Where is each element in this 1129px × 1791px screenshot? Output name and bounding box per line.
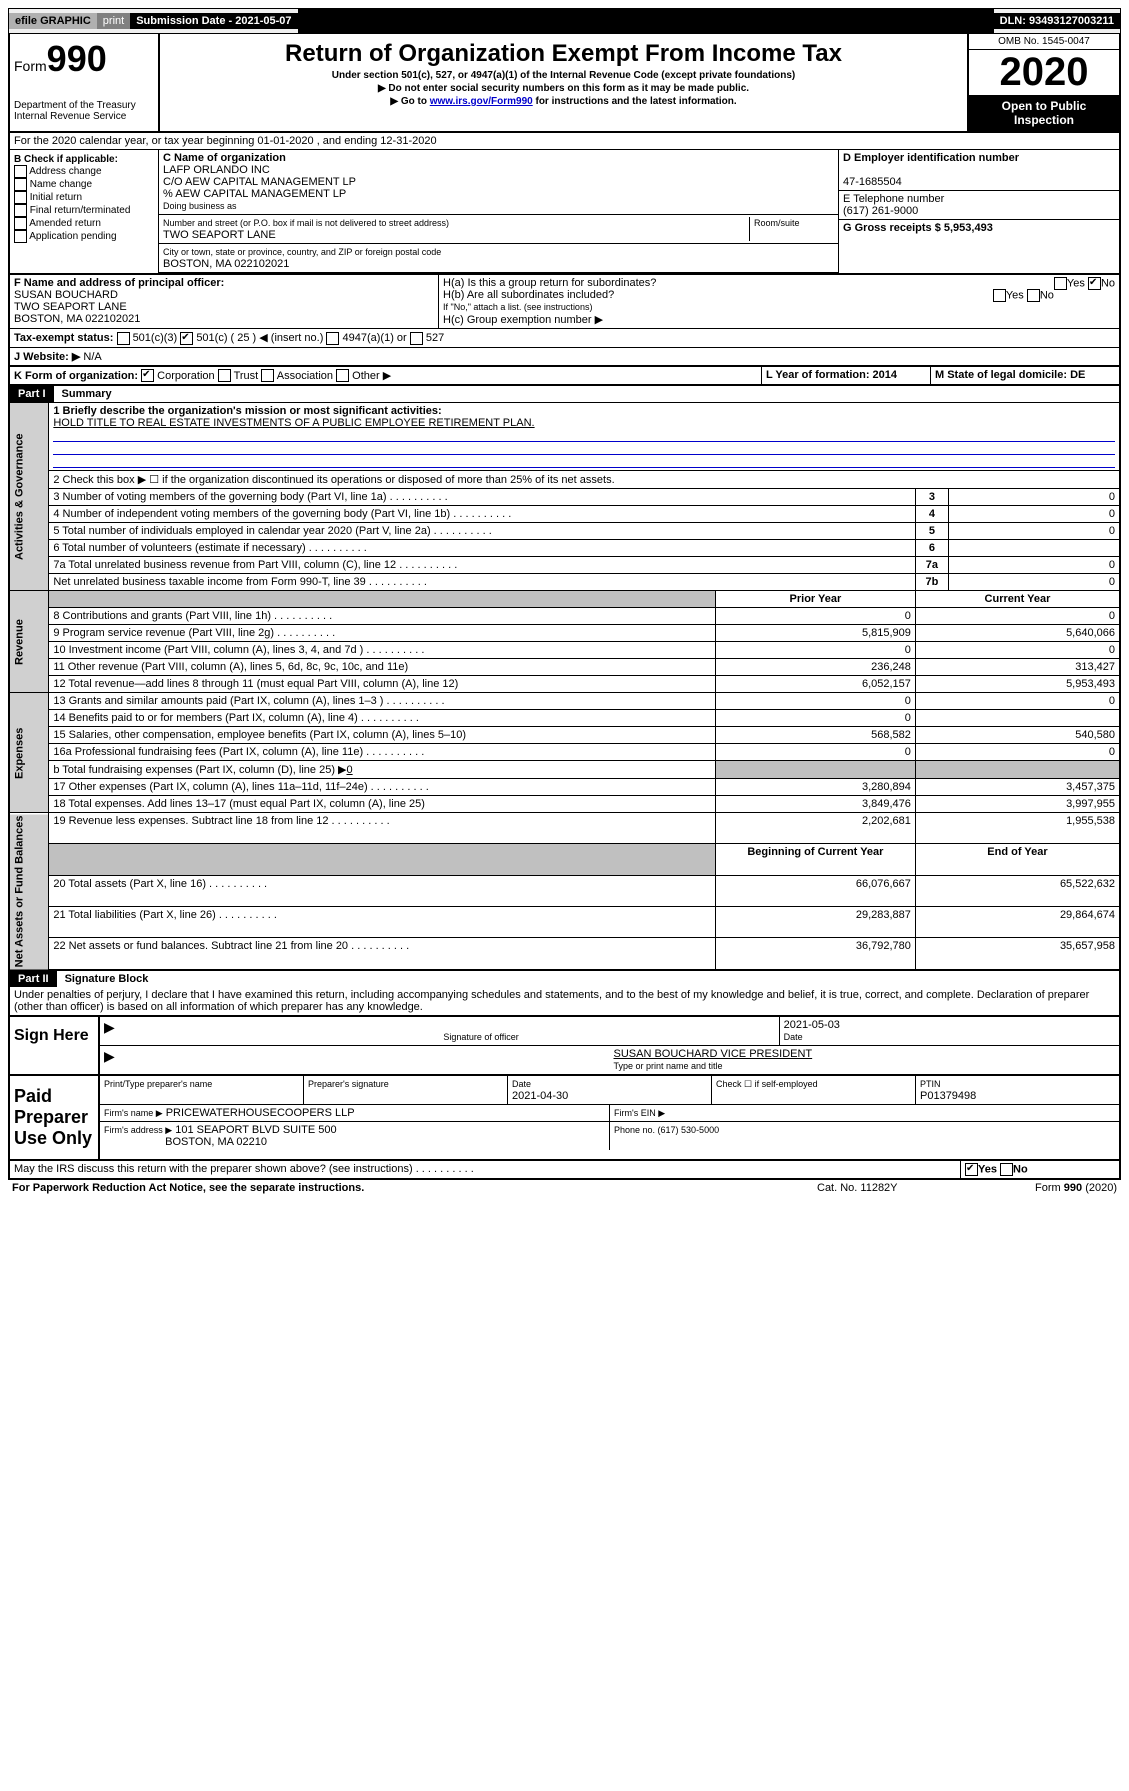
top-bar: efile GRAPHIC print Submission Date - 20… xyxy=(8,8,1121,34)
assoc-checkbox[interactable] xyxy=(261,369,274,382)
ptin: P01379498 xyxy=(920,1090,976,1102)
section-b-block: B Check if applicable: Address change Na… xyxy=(8,150,1121,275)
hb-no-checkbox[interactable] xyxy=(1027,289,1040,302)
501c-checkbox[interactable] xyxy=(180,332,193,345)
period-row: For the 2020 calendar year, or tax year … xyxy=(8,133,1121,150)
org-name: LAFP ORLANDO INC xyxy=(163,164,270,176)
val-7a: 0 xyxy=(948,557,1120,574)
paid-preparer-block: Paid Preparer Use Only Print/Type prepar… xyxy=(8,1076,1121,1161)
dln: DLN: 93493127003211 xyxy=(994,13,1120,29)
netassets-sidebar: Net Assets or Fund Balances xyxy=(9,813,49,970)
tax-exempt-row: Tax-exempt status: 501(c)(3) 501(c) ( 25… xyxy=(8,329,1121,348)
year-formation: L Year of formation: 2014 xyxy=(766,369,897,381)
form-header: Form990 Department of the Treasury Inter… xyxy=(8,34,1121,133)
tax-year: 2020 xyxy=(969,50,1119,95)
efile-label: efile GRAPHIC xyxy=(9,13,97,29)
form-note2: ▶ Go to www.irs.gov/Form990 for instruct… xyxy=(164,96,963,107)
discuss-row: May the IRS discuss this return with the… xyxy=(8,1161,1121,1180)
org-address: TWO SEAPORT LANE xyxy=(163,229,276,241)
gross-receipts: G Gross receipts $ 5,953,493 xyxy=(843,222,993,234)
ha-no-checkbox[interactable] xyxy=(1088,277,1101,290)
form-title: Return of Organization Exempt From Incom… xyxy=(164,40,963,68)
discuss-no-checkbox[interactable] xyxy=(1000,1163,1013,1176)
corp-checkbox[interactable] xyxy=(141,369,154,382)
trust-checkbox[interactable] xyxy=(218,369,231,382)
section-fh-row: F Name and address of principal officer:… xyxy=(8,275,1121,329)
submission-date: Submission Date - 2021-05-07 xyxy=(130,13,297,29)
phone: (617) 261-9000 xyxy=(843,205,918,217)
period-a: For the 2020 calendar year, or tax year … xyxy=(10,133,1119,149)
final-return-checkbox[interactable] xyxy=(14,204,27,217)
part1-header: Part ISummary xyxy=(8,386,1121,402)
print-button[interactable]: print xyxy=(97,13,130,29)
omb-number: OMB No. 1545-0047 xyxy=(969,34,1119,50)
val-5: 0 xyxy=(948,523,1120,540)
527-checkbox[interactable] xyxy=(410,332,423,345)
prep-phone: Phone no. (617) 530-5000 xyxy=(614,1125,719,1135)
sig-date: 2021-05-03 xyxy=(784,1019,840,1031)
hb-yes-checkbox[interactable] xyxy=(993,289,1006,302)
val-3: 0 xyxy=(948,489,1120,506)
4947-checkbox[interactable] xyxy=(326,332,339,345)
sig-name: SUSAN BOUCHARD VICE PRESIDENT xyxy=(614,1048,813,1060)
part2-header: Part IISignature Block xyxy=(8,971,1121,987)
summary-table: Activities & Governance 1 Briefly descri… xyxy=(8,402,1121,971)
expenses-sidebar: Expenses xyxy=(9,693,49,813)
perjury-text: Under penalties of perjury, I declare th… xyxy=(8,987,1121,1017)
discuss-yes-checkbox[interactable] xyxy=(965,1163,978,1176)
firm-name: PRICEWATERHOUSECOOPERS LLP xyxy=(166,1107,355,1119)
form-subtitle: Under section 501(c), 527, or 4947(a)(1)… xyxy=(164,70,963,81)
501c3-checkbox[interactable] xyxy=(117,332,130,345)
sign-here-block: Sign Here ▶ Signature of officer 2021-05… xyxy=(8,1017,1121,1076)
app-pending-checkbox[interactable] xyxy=(14,230,27,243)
website-val: N/A xyxy=(83,351,101,363)
form-footer: Form 990 (2020) xyxy=(967,1182,1117,1194)
activities-sidebar: Activities & Governance xyxy=(9,403,49,591)
footer-row: For Paperwork Reduction Act Notice, see … xyxy=(8,1180,1121,1196)
form-note1: ▶ Do not enter social security numbers o… xyxy=(164,83,963,94)
other-checkbox[interactable] xyxy=(336,369,349,382)
check-if-col: B Check if applicable: Address change Na… xyxy=(10,150,159,273)
val-6 xyxy=(948,540,1120,557)
val-7b: 0 xyxy=(948,574,1120,591)
revenue-sidebar: Revenue xyxy=(9,591,49,693)
ha-yes-checkbox[interactable] xyxy=(1054,277,1067,290)
dept-label: Department of the Treasury Internal Reve… xyxy=(14,100,154,122)
mission-text: HOLD TITLE TO REAL ESTATE INVESTMENTS OF… xyxy=(53,417,534,429)
ein: 47-1685504 xyxy=(843,176,902,188)
section-k-row: K Form of organization: Corporation Trus… xyxy=(8,367,1121,387)
amended-checkbox[interactable] xyxy=(14,217,27,230)
name-change-checkbox[interactable] xyxy=(14,178,27,191)
state-domicile: M State of legal domicile: DE xyxy=(935,369,1085,381)
addr-change-checkbox[interactable] xyxy=(14,165,27,178)
officer-name: SUSAN BOUCHARD xyxy=(14,289,118,301)
val-4: 0 xyxy=(948,506,1120,523)
topbar-fill xyxy=(298,9,994,33)
form-number: Form990 xyxy=(14,38,154,80)
open-public: Open to Public Inspection xyxy=(969,95,1119,131)
org-city: BOSTON, MA 022102021 xyxy=(163,258,289,270)
website-row: J Website: ▶ N/A xyxy=(8,348,1121,367)
prep-date: 2021-04-30 xyxy=(512,1090,568,1102)
initial-return-checkbox[interactable] xyxy=(14,191,27,204)
form990-link[interactable]: www.irs.gov/Form990 xyxy=(430,96,533,107)
